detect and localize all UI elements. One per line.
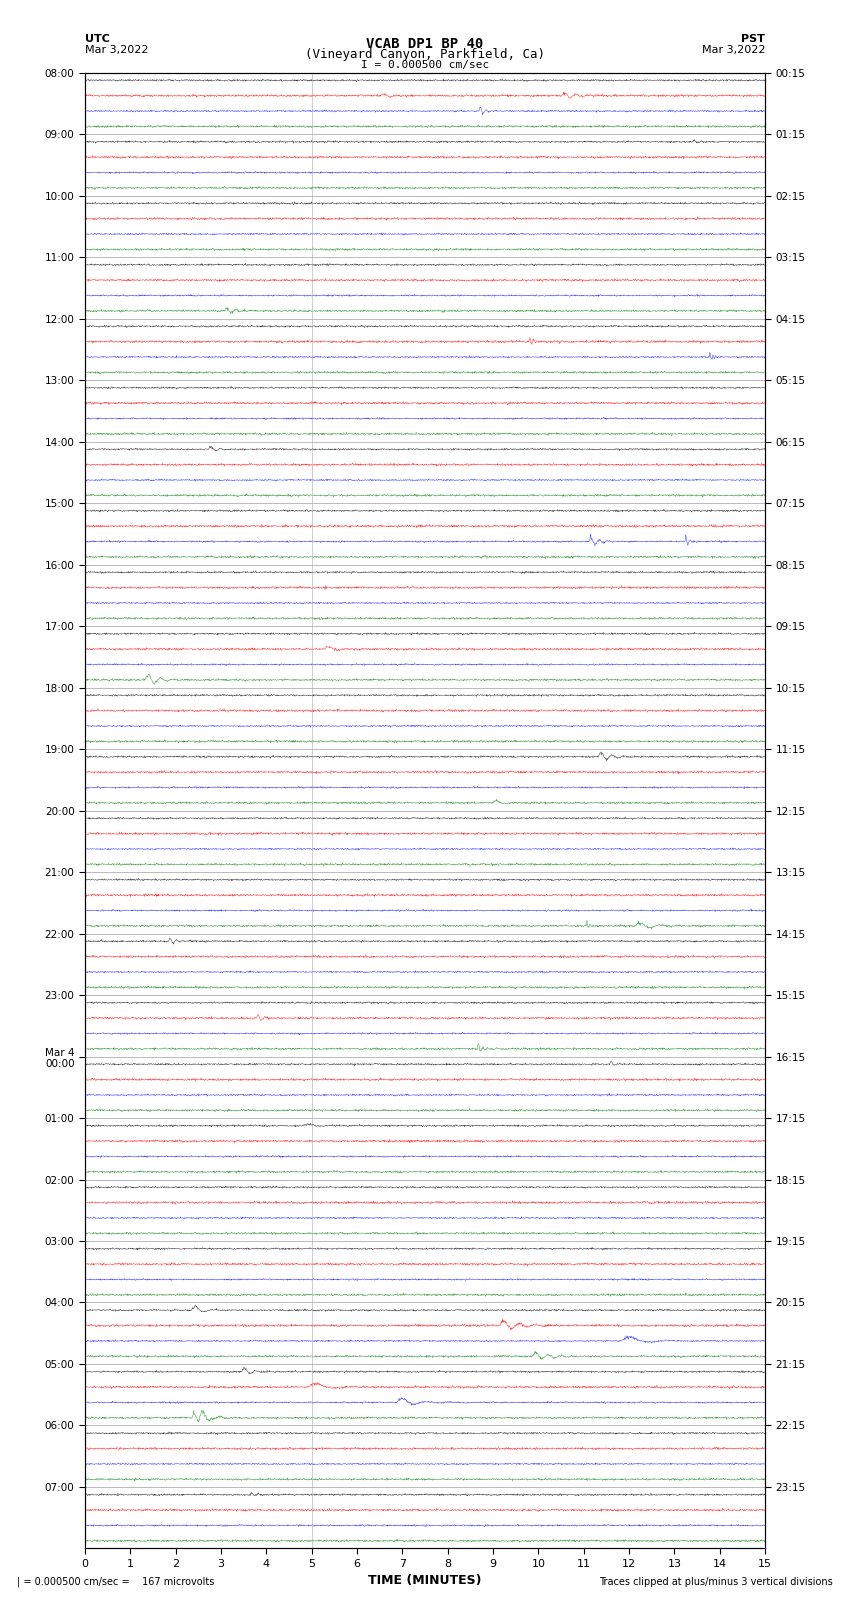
Text: | = 0.000500 cm/sec =    167 microvolts: | = 0.000500 cm/sec = 167 microvolts [17, 1576, 214, 1587]
Text: VCAB DP1 BP 40: VCAB DP1 BP 40 [366, 37, 484, 52]
Text: Mar 3,2022: Mar 3,2022 [85, 45, 149, 55]
X-axis label: TIME (MINUTES): TIME (MINUTES) [368, 1574, 482, 1587]
Text: Traces clipped at plus/minus 3 vertical divisions: Traces clipped at plus/minus 3 vertical … [599, 1578, 833, 1587]
Text: (Vineyard Canyon, Parkfield, Ca): (Vineyard Canyon, Parkfield, Ca) [305, 48, 545, 61]
Text: I = 0.000500 cm/sec: I = 0.000500 cm/sec [361, 60, 489, 69]
Text: PST: PST [741, 34, 765, 44]
Text: Mar 3,2022: Mar 3,2022 [701, 45, 765, 55]
Text: UTC: UTC [85, 34, 110, 44]
